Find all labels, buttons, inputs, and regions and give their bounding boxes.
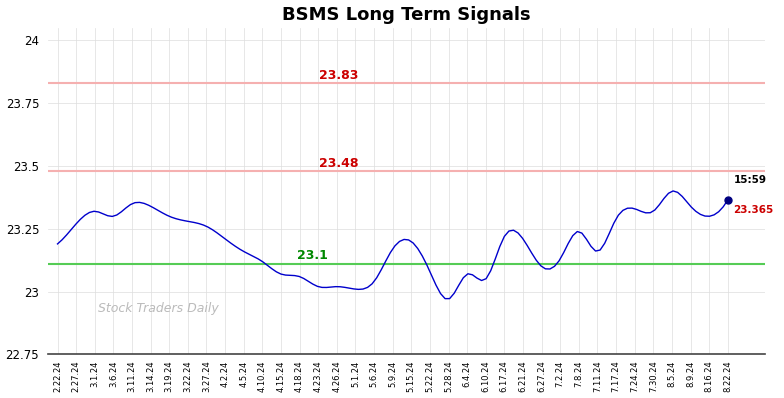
- Text: Stock Traders Daily: Stock Traders Daily: [98, 302, 220, 315]
- Text: 23.48: 23.48: [319, 156, 359, 170]
- Text: 23.1: 23.1: [297, 250, 328, 263]
- Text: 15:59: 15:59: [733, 175, 767, 185]
- Title: BSMS Long Term Signals: BSMS Long Term Signals: [282, 6, 531, 23]
- Text: 23.83: 23.83: [319, 68, 359, 82]
- Text: 23.365: 23.365: [733, 205, 774, 215]
